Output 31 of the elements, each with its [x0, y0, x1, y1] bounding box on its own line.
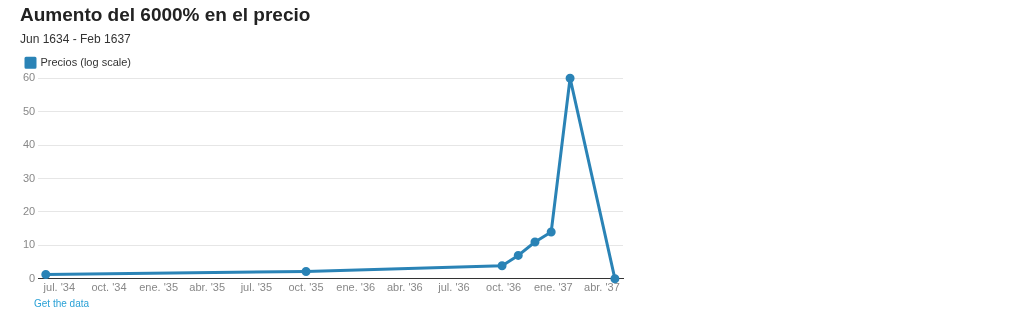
x-tick-label: jul. '34	[42, 281, 76, 294]
x-tick-label: jul. '35	[239, 281, 273, 294]
y-tick-label: 10	[22, 238, 36, 251]
point	[513, 250, 523, 260]
chart-subtitle: Jun 1634 - Feb 1637	[20, 32, 132, 47]
y-tick-label: 50	[22, 104, 36, 117]
y-tick-label: 20	[22, 204, 36, 217]
x-tick-label: oct. '36	[486, 281, 522, 294]
y-tick-label: 40	[22, 138, 36, 151]
y-tick-label: 0	[29, 271, 36, 284]
point	[530, 237, 540, 247]
x-tick-label: abr. '37	[584, 281, 620, 294]
point	[610, 274, 620, 284]
x-tick-label: ene. '36	[336, 281, 376, 294]
chart-title: Aumento del 6000% en el precio	[20, 3, 311, 25]
x-tick-label: oct. '35	[288, 281, 324, 294]
x-tick-label: oct. '34	[91, 281, 127, 294]
y-tick-label: 60	[22, 71, 36, 84]
x-tick-label: abr. '36	[386, 281, 423, 294]
x-tick-label: jul. '36	[437, 281, 470, 294]
y-tick-label: 30	[22, 171, 36, 184]
point	[546, 227, 556, 237]
x-tick-label: ene. '37	[533, 281, 573, 294]
point	[497, 261, 507, 271]
x-tick-label: abr. '35	[189, 281, 226, 294]
point	[565, 73, 575, 83]
point	[41, 269, 51, 279]
legend-label: Precios (log scale)	[40, 55, 131, 68]
x-tick-label: ene. '35	[139, 281, 179, 294]
text: Get the data	[34, 298, 90, 309]
point	[301, 266, 311, 276]
